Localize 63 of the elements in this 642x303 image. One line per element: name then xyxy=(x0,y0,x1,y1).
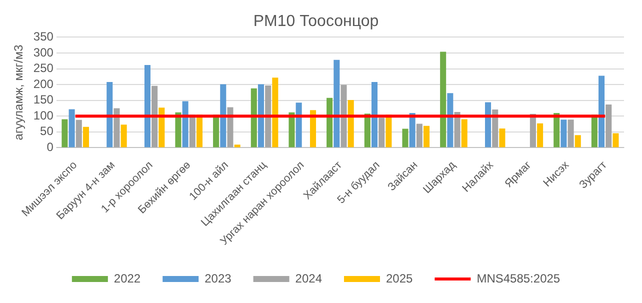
bar xyxy=(288,112,295,148)
bar xyxy=(340,84,347,148)
bar xyxy=(272,78,278,148)
y-axis-title: агууламж, мкг/м3 xyxy=(12,44,26,140)
y-tick-label: 100 xyxy=(33,108,54,122)
bar xyxy=(234,144,240,148)
bar xyxy=(82,126,89,148)
bar xyxy=(568,120,574,148)
bar xyxy=(416,124,422,148)
bar xyxy=(68,109,75,148)
bar xyxy=(402,128,408,148)
bar xyxy=(144,64,150,148)
bar xyxy=(348,100,354,148)
bar xyxy=(334,60,340,148)
bar xyxy=(296,102,302,148)
bar xyxy=(554,112,560,148)
bar xyxy=(424,126,430,148)
legend-label: 2024 xyxy=(295,271,322,286)
y-tick-label: 350 xyxy=(33,30,54,44)
bar xyxy=(106,82,113,148)
bar xyxy=(454,112,460,148)
y-tick-label: 50 xyxy=(40,124,54,138)
legend-label: 2025 xyxy=(386,271,414,286)
bar xyxy=(378,118,385,148)
bar xyxy=(574,135,581,148)
bar xyxy=(447,93,454,148)
bar xyxy=(598,76,605,148)
bar xyxy=(152,86,158,148)
legend-label: 2023 xyxy=(204,271,232,286)
bar xyxy=(371,82,378,148)
y-tick-label: 300 xyxy=(33,45,54,60)
bar xyxy=(310,110,316,148)
y-tick-label: 250 xyxy=(33,61,54,76)
bar xyxy=(326,98,333,148)
bar xyxy=(606,104,612,148)
bar xyxy=(62,119,68,148)
y-tick-label: 0 xyxy=(46,140,54,154)
bar xyxy=(530,114,536,148)
bar xyxy=(158,108,165,148)
bar xyxy=(409,112,416,148)
bar xyxy=(560,120,567,148)
chart-title: PM10 Тоосонцор xyxy=(253,13,379,30)
bar xyxy=(120,124,127,148)
bar xyxy=(265,86,272,148)
bar xyxy=(258,84,264,148)
bar xyxy=(114,108,120,148)
bar xyxy=(175,112,182,148)
bar xyxy=(440,52,446,148)
legend-label: 2022 xyxy=(114,271,141,286)
y-tick-label: 200 xyxy=(33,76,54,91)
bar xyxy=(461,119,468,148)
bar xyxy=(492,110,498,148)
bar xyxy=(76,120,82,148)
bar xyxy=(612,133,619,148)
bar xyxy=(220,84,226,148)
bar xyxy=(227,107,234,148)
legend-label: MNS4585:2025 xyxy=(476,271,560,286)
bar xyxy=(250,88,257,148)
bar xyxy=(537,123,544,148)
y-tick-label: 150 xyxy=(33,92,54,107)
bar xyxy=(182,101,188,148)
bar xyxy=(499,128,506,148)
bar xyxy=(485,102,492,148)
